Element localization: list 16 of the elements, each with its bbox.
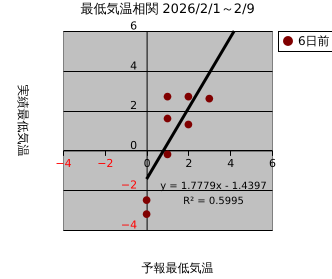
y-tick-label: 4 (130, 59, 138, 72)
legend-label: 6日前 (298, 34, 330, 48)
y-tick-label: 2 (130, 99, 138, 112)
y-tick-label: −4 (120, 218, 138, 232)
x-tick-label: 2 (185, 156, 192, 170)
y-tick-label: 6 (130, 20, 138, 32)
annotation: R² = 0.5995 (183, 196, 244, 208)
x-tick-label: −4 (55, 156, 72, 170)
y-axis-title: 実績最低気温 (16, 84, 30, 156)
x-tick-label: 6 (269, 156, 276, 170)
y-tick-label: −2 (120, 178, 138, 192)
x-axis-title: 予報最低気温 (142, 261, 214, 275)
y-tick-label: 0 (130, 138, 138, 152)
x-tick-label: 4 (227, 156, 234, 170)
x-tick-label: −2 (97, 156, 114, 170)
chart-title: 最低気温相関 2026/2/1～2/9 (80, 2, 255, 17)
